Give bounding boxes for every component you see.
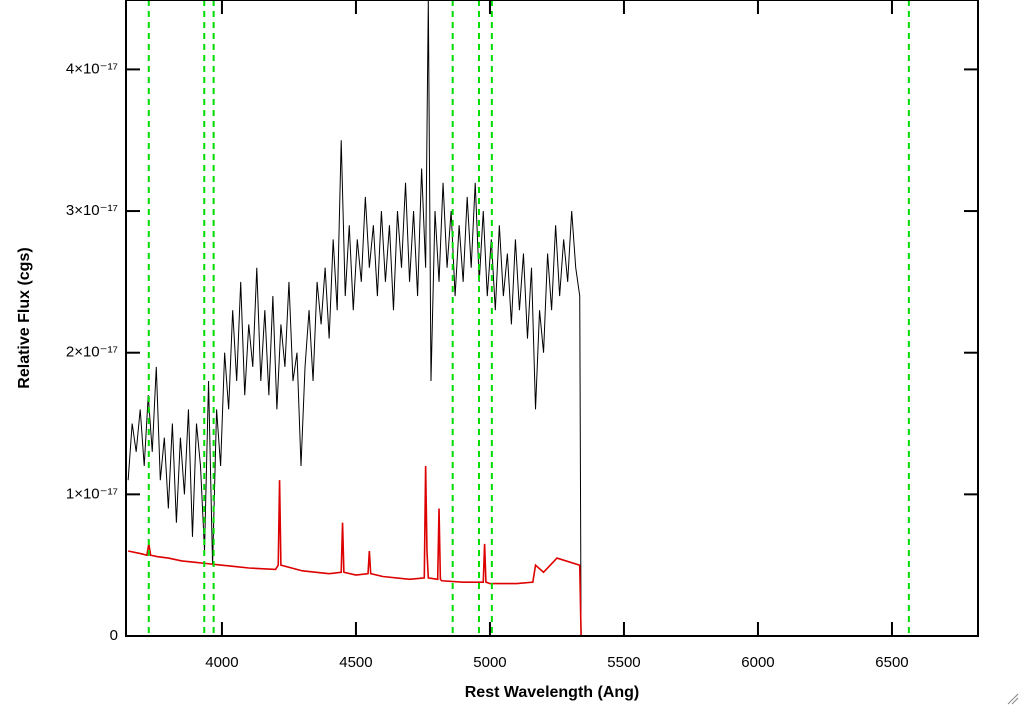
spectrum-line: [127, 466, 978, 636]
spectrum-line: [127, 0, 978, 636]
y-tick-label: 4×10⁻¹⁷: [66, 60, 118, 77]
plot-area: [127, 0, 978, 636]
resize-grip: [1007, 693, 1019, 705]
y-tick-label: 0: [110, 627, 118, 644]
x-tick-label: 5000: [473, 654, 506, 671]
x-tick-label: 5500: [607, 654, 640, 671]
y-tick-label: 1×10⁻¹⁷: [66, 485, 118, 502]
y-axis-label: Relative Flux (cgs): [16, 247, 33, 388]
axes-frame: [125, 0, 979, 637]
y-tick-label: 3×10⁻¹⁷: [66, 202, 118, 219]
x-tick-label: 6000: [741, 654, 774, 671]
x-tick-label: 6500: [875, 654, 908, 671]
x-tick-label: 4500: [339, 654, 372, 671]
x-axis-label: Rest Wavelength (Ang): [465, 684, 640, 701]
x-tick-label: 4000: [205, 654, 238, 671]
y-tick-label: 2×10⁻¹⁷: [66, 344, 118, 361]
